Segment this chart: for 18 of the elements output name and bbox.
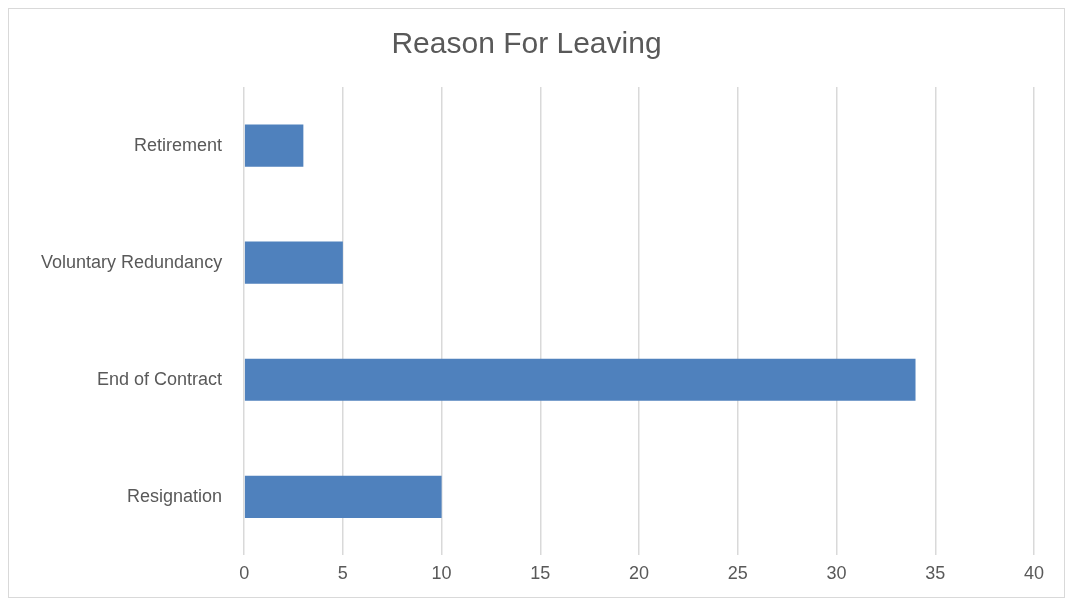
- x-tick-label: 30: [826, 563, 847, 584]
- y-tick-label: End of Contract: [97, 368, 223, 389]
- y-tick-label: Resignation: [127, 485, 223, 506]
- bar: [244, 241, 343, 284]
- x-tick-label: 40: [1023, 563, 1045, 584]
- bar: [244, 124, 304, 167]
- y-tick-label: Retirement: [134, 134, 223, 155]
- bar: [244, 475, 442, 518]
- x-tick-label: 10: [431, 563, 452, 584]
- chart-title: Reason For Leaving: [391, 26, 662, 60]
- x-tick-label: 0: [239, 563, 250, 584]
- x-tick-label: 20: [629, 563, 650, 584]
- y-tick-label: Voluntary Redundancy: [41, 251, 223, 272]
- x-tick-label: 5: [337, 563, 348, 584]
- x-tick-label: 15: [530, 563, 551, 584]
- x-tick-label: 35: [925, 563, 946, 584]
- bar: [244, 358, 916, 401]
- x-tick-label: 25: [727, 563, 748, 584]
